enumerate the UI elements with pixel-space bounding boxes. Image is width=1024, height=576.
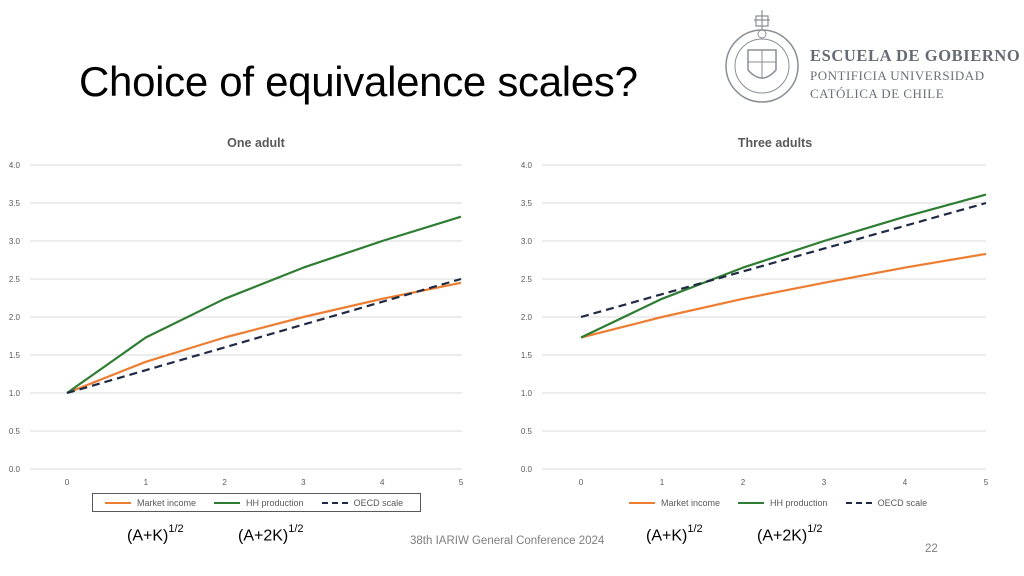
formula-base: (A+K): [646, 527, 688, 545]
x-tick-label: 3: [301, 478, 306, 487]
y-tick-label: 3.0: [521, 237, 533, 246]
formula-base: (A+2K): [757, 527, 808, 545]
y-tick-label: 2.0: [9, 313, 21, 322]
x-tick-label: 1: [660, 478, 665, 487]
x-tick-label: 0: [579, 478, 584, 487]
legend-label: HH production: [246, 497, 304, 508]
legend-item: Market income: [629, 498, 720, 508]
legend-label: Market income: [137, 497, 197, 508]
y-tick-label: 0.0: [9, 465, 21, 474]
legend-swatch: [738, 501, 765, 504]
y-tick-label: 1.0: [9, 389, 21, 398]
logo-text: ESCUELA DE GOBIERNO PONTIFICIA UNIVERSID…: [810, 46, 1020, 102]
series-line-market-income: [580, 252, 987, 339]
formula-exponent: 1/2: [288, 523, 304, 535]
legend-label: Market income: [661, 497, 721, 508]
chart-title: Three adults: [738, 136, 812, 150]
series-line-hh-production: [580, 193, 987, 339]
x-tick-label: 5: [984, 478, 989, 487]
legend-swatch: [845, 501, 872, 504]
logo-line-2: PONTIFICIA UNIVERSIDAD: [810, 68, 985, 83]
legend-label: HH production: [770, 497, 828, 508]
y-tick-label: 0.5: [521, 427, 533, 436]
y-tick-label: 3.5: [521, 199, 533, 208]
footer-conference: 38th IARIW General Conference 2024: [410, 535, 605, 547]
legend-swatch: [105, 501, 131, 504]
x-tick-label: 4: [903, 478, 908, 487]
y-tick-label: 2.0: [521, 313, 533, 322]
formula-left-2: (A+2K)1/2: [238, 523, 304, 545]
formula-left-1: (A+K)1/2: [127, 523, 184, 545]
chart-one-adult: One adult 0.0 0.5 1.0 1.5 2.0 2.5 3.0 3.5 4.0 0 1 2 3…: [9, 136, 464, 487]
y-tick-label: 4.0: [9, 161, 21, 170]
university-seal-icon: [725, 10, 799, 103]
legend-item: OECD scale: [845, 497, 928, 508]
formula-exponent: 1/2: [807, 523, 823, 535]
series-line-market-income: [66, 281, 462, 395]
y-tick-label: 0.5: [9, 427, 21, 436]
y-tick-label: 2.5: [9, 275, 21, 284]
formula-base: (A+2K): [238, 527, 289, 545]
formula-right-1: (A+K)1/2: [646, 523, 703, 545]
x-tick-label: 2: [741, 478, 746, 487]
formula-base: (A+K): [127, 527, 169, 545]
chart-title: One adult: [227, 136, 285, 150]
y-tick-label: 1.5: [521, 351, 533, 360]
formula-exponent: 1/2: [687, 523, 703, 535]
x-tick-label: 0: [65, 478, 70, 487]
y-tick-label: 1.5: [9, 351, 21, 360]
x-tick-label: 1: [144, 478, 149, 487]
y-tick-label: 4.0: [521, 161, 533, 170]
x-tick-label: 2: [222, 478, 227, 487]
slide-title: Choice of equivalence scales?: [79, 58, 638, 105]
page-number: 22: [925, 543, 938, 555]
y-tick-label: 2.5: [521, 275, 533, 284]
university-logo: ESCUELA DE GOBIERNO PONTIFICIA UNIVERSID…: [724, 6, 1024, 106]
y-tick-label: 0.0: [521, 465, 533, 474]
legend-item: OECD scale: [321, 497, 404, 508]
x-tick-label: 5: [459, 478, 464, 487]
formula-right-2: (A+2K)1/2: [757, 523, 823, 545]
logo-line-1: ESCUELA DE GOBIERNO: [810, 46, 1021, 65]
legend-item: HH production: [214, 498, 304, 508]
legend-item: Market income: [105, 498, 196, 508]
legend-label: OECD scale: [877, 497, 928, 508]
legend-swatch: [629, 501, 655, 504]
series-line-hh-production: [66, 215, 462, 394]
legend-label: OECD scale: [353, 497, 404, 508]
x-tick-label: 3: [822, 478, 827, 487]
logo-line-3: CATÓLICA DE CHILE: [810, 86, 945, 101]
legend-swatch: [321, 501, 348, 504]
legend-three-adults: Market income HH production OECD scale: [617, 493, 947, 512]
chart-three-adults: Three adults 0.0 0.5 1.0 1.5 2.0 2.5 3.0 3.5 4.0 0…: [521, 136, 989, 487]
y-tick-label: 1.0: [521, 389, 533, 398]
legend-swatch: [214, 501, 241, 504]
y-tick-label: 3.0: [9, 237, 21, 246]
series-line-oecd-scale: [66, 277, 462, 395]
y-tick-label: 3.5: [9, 199, 21, 208]
legend-item: HH production: [738, 498, 828, 508]
formula-exponent: 1/2: [168, 523, 184, 535]
series-line-oecd-scale: [580, 201, 987, 319]
legend-one-adult: Market income HH production OECD scale: [92, 493, 421, 512]
x-tick-label: 4: [380, 478, 385, 487]
